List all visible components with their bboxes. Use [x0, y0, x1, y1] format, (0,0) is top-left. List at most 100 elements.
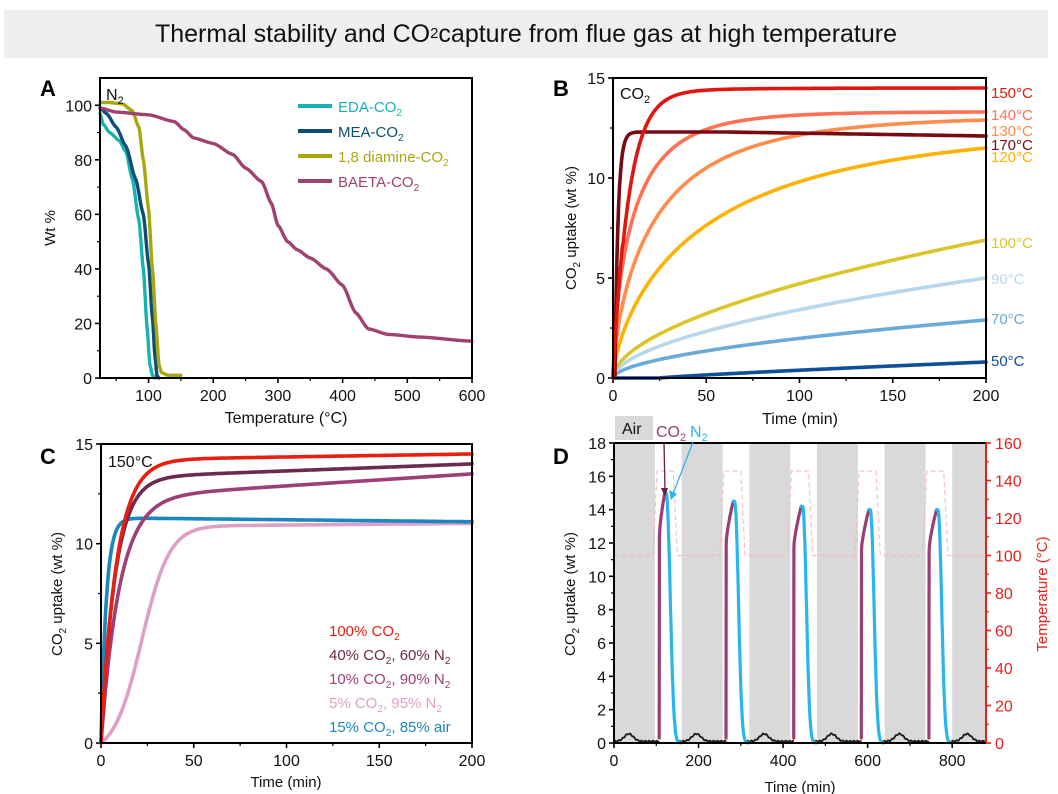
legend-label: 100% CO2 [329, 623, 400, 643]
panel-label-c: C [40, 444, 56, 469]
x-tick-label: 0 [609, 388, 618, 405]
series-line-170c [611, 130, 988, 380]
plot-frame [612, 77, 987, 379]
y-tick-label: 0 [596, 371, 605, 388]
co2-uptake-segment [657, 491, 667, 740]
legend-label: 10% CO2, 90% N2 [329, 671, 451, 691]
y-tick-label: 12 [588, 536, 606, 553]
y-axis-label: CO2 uptake (wt %) [49, 532, 69, 656]
y-tick-label: 80 [74, 153, 92, 170]
series-label-170c: 170°C [991, 137, 1033, 154]
y-tick-label: 20 [74, 316, 92, 333]
panel-a: A 100 200 300 400 500 600 0 20 40 60 80 100 N2 Wt % Tem… [40, 76, 485, 427]
y-tick-label: 16 [588, 469, 606, 486]
series-line-1 [99, 452, 474, 745]
x-tick-label: 500 [394, 388, 421, 405]
series-line-50c [611, 360, 988, 380]
n2-desorption-segment [731, 499, 750, 745]
y2-tick-label: 20 [995, 699, 1013, 716]
co2-uptake-segment [724, 499, 735, 740]
x-tick-label: 200 [200, 388, 227, 405]
n2-desorption-segment [663, 491, 683, 745]
air-baseline [949, 732, 987, 743]
series-line-eda-co [98, 111, 157, 380]
y2-tick-label: 60 [995, 624, 1013, 641]
air-band [884, 443, 926, 743]
air-band [614, 443, 656, 743]
y-tick-label: 8 [597, 603, 606, 620]
annotation-n2: N2 [106, 87, 124, 107]
y2-axis-label: Temperature (°C) [1034, 536, 1051, 651]
figure-title-post: capture from flue gas at high temperatur… [438, 19, 898, 48]
x-tick-label: 400 [770, 753, 797, 770]
y-tick-label: 5 [596, 271, 605, 288]
y-tick-label: 18 [588, 436, 606, 453]
series-line-120c [611, 146, 988, 380]
air-baseline [814, 732, 862, 743]
series-line-2 [99, 462, 474, 745]
n2-arrowhead-icon [669, 490, 677, 500]
x-tick-label: 100 [135, 388, 162, 405]
y-tick-label: 0 [83, 371, 92, 388]
y-axis-label: CO2 uptake (wt %) [563, 166, 583, 290]
y-tick-label: 2 [597, 703, 606, 720]
x-tick-label: 0 [610, 753, 619, 770]
co2-uptake-segment [927, 508, 939, 740]
y2-tick-label: 40 [995, 661, 1013, 678]
y-tick-label: 14 [588, 503, 606, 520]
air-baseline [679, 732, 727, 743]
x-tick-label: 300 [265, 388, 292, 405]
series-label-100c: 100°C [991, 235, 1033, 252]
air-band [952, 443, 986, 743]
y-tick-label: 10 [75, 537, 93, 554]
series-line-4 [99, 521, 474, 745]
series-line-5 [99, 516, 474, 745]
n2-desorption-segment [934, 508, 953, 745]
legend: 100% CO2 40% CO2, 60% N2 10% CO2, 90% N2 5%… [329, 623, 451, 739]
x-tick-label: 200 [685, 753, 712, 770]
annotation-temperature: 150°C [108, 454, 153, 471]
co2-uptake-segment [859, 508, 871, 740]
legend-label: MEA-CO2 [338, 124, 404, 144]
x-tick-label: 200 [459, 753, 486, 770]
n2-desorption-segment [799, 504, 818, 745]
panel-b: B 0 50 100 150 200 0 5 10 15 CO2 CO2 uptake (wt %) T… [553, 71, 1033, 428]
series-label-140c: 140°C [991, 107, 1033, 124]
y-axis-label: Wt % [42, 210, 59, 246]
y2-tick-label: 80 [995, 586, 1013, 603]
x-tick-label: 600 [854, 753, 881, 770]
y2-tick-label: 160 [995, 436, 1022, 453]
y-tick-label: 15 [587, 71, 605, 88]
series-label-50c: 50°C [991, 353, 1025, 370]
plot-frame [100, 443, 473, 744]
series-line-100c [611, 238, 988, 380]
y-tick-label: 10 [587, 171, 605, 188]
legend-label: BAETA-CO2 [338, 174, 420, 194]
legend-label: 5% CO2, 95% N2 [329, 695, 442, 715]
y-tick-label: 5 [84, 636, 93, 653]
series-line-baeta-co [98, 106, 474, 343]
co2-arrowhead-icon [661, 488, 668, 497]
figure-title: Thermal stability and CO 2 capture from f… [4, 10, 1048, 58]
x-tick-label: 100 [273, 753, 300, 770]
series-line-150c [611, 86, 988, 380]
x-tick-label: 150 [879, 388, 906, 405]
x-tick-label: 800 [939, 753, 966, 770]
legend: EDA-CO2 MEA-CO2 1,8 diamine-CO2 BAETA-CO2 [298, 99, 449, 194]
n2-desorption-segment [867, 508, 886, 745]
panel-label-a: A [40, 76, 56, 101]
x-tick-label: 200 [973, 388, 1000, 405]
plot-frame [99, 77, 473, 379]
panel-d: D 0 200 400 600 800 0 2 4 6 8 10 12 14 16 18 0 20 40 60 80 10… [553, 416, 1051, 794]
panel-label-b: B [553, 76, 569, 101]
air-band [681, 443, 723, 743]
series-line-130c [611, 118, 988, 380]
y2-tick-label: 120 [995, 511, 1022, 528]
legend-label: EDA-CO2 [338, 99, 402, 119]
x-axis-label: Time (min) [762, 411, 838, 428]
air-band [816, 443, 858, 743]
y-tick-label: 0 [597, 736, 606, 753]
x-tick-label: 150 [366, 753, 393, 770]
y2-tick-label: 140 [995, 474, 1022, 491]
